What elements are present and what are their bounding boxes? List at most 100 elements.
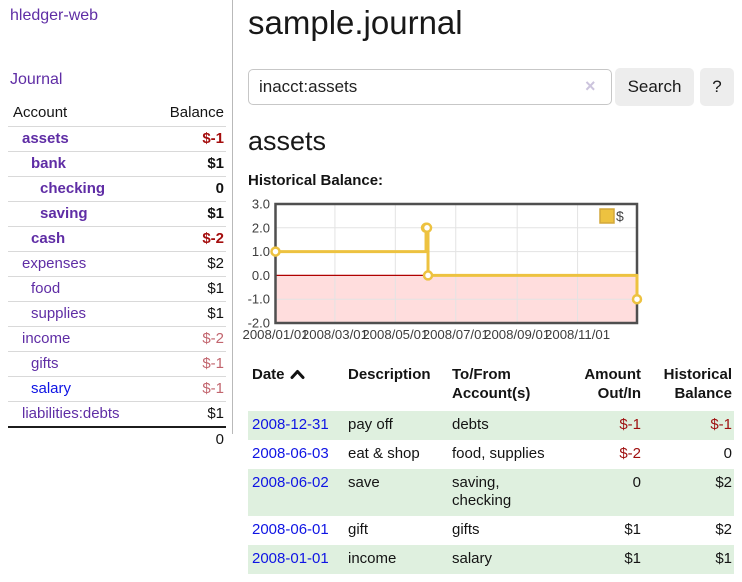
svg-text:2008/07/01: 2008/07/01	[423, 327, 489, 342]
account-balance: $-2	[202, 230, 224, 247]
transaction-row: 2008-01-01 income salary $1 $1	[248, 545, 734, 574]
transaction-accounts: saving, checking	[452, 474, 512, 509]
svg-text:3.0: 3.0	[252, 197, 270, 212]
register-col-date[interactable]: Date	[248, 362, 344, 411]
search-help-button[interactable]: ?	[700, 68, 734, 106]
account-link[interactable]: bank	[31, 155, 67, 172]
transaction-amount: $-1	[619, 416, 641, 433]
page-title: sample.journal	[248, 4, 463, 41]
transaction-accounts: debts	[452, 416, 489, 433]
svg-text:0.0: 0.0	[252, 268, 270, 283]
account-balance: $1	[207, 305, 224, 322]
transaction-accounts: gifts	[452, 521, 480, 538]
transaction-accounts: salary	[452, 550, 493, 567]
account-row: liabilities:debts $1	[8, 401, 226, 428]
account-row: salary $-1	[8, 376, 226, 402]
account-link[interactable]: salary	[31, 380, 72, 397]
account-row: checking 0	[8, 176, 226, 202]
svg-text:2.0: 2.0	[252, 220, 270, 235]
accounts-col-account: Account	[13, 104, 68, 121]
account-link[interactable]: expenses	[22, 255, 87, 272]
account-row: bank $1	[8, 151, 226, 177]
account-balance: $-2	[202, 330, 224, 347]
transaction-balance: $2	[715, 521, 732, 538]
account-balance: $-1	[202, 130, 224, 147]
transaction-row: 2008-06-03 eat & shop food, supplies $-2…	[248, 440, 734, 469]
register-header-row: Date Description To/From Account(s) Amou…	[248, 362, 734, 411]
svg-text:$: $	[616, 208, 624, 224]
historical-balance-chart: $3.0 2.0 1.0 0.0 -1.0 -2.02008/01/012008/03/0…	[242, 197, 643, 342]
transaction-description: gift	[348, 521, 369, 538]
transaction-date-link[interactable]: 2008-06-03	[252, 445, 329, 462]
account-balance: $1	[207, 155, 224, 172]
sidebar-item-journal[interactable]: Journal	[10, 71, 63, 88]
app-home-link[interactable]: hledger-web	[10, 7, 99, 24]
account-balance: $2	[207, 255, 224, 272]
transaction-description: save	[348, 474, 380, 491]
transaction-balance: $-1	[710, 416, 732, 433]
account-link[interactable]: saving	[40, 205, 88, 222]
sort-ascending-icon	[290, 370, 305, 379]
register-col-accounts: To/From Account(s)	[452, 366, 531, 402]
svg-text:-1.0: -1.0	[248, 292, 270, 307]
transaction-balance: 0	[723, 445, 732, 462]
search-button[interactable]: Search	[615, 68, 694, 106]
account-row: expenses $2	[8, 251, 226, 277]
account-link[interactable]: income	[22, 330, 71, 347]
account-link[interactable]: gifts	[31, 355, 59, 372]
transaction-date-link[interactable]: 2008-06-01	[252, 521, 329, 538]
accounts-col-balance: Balance	[169, 104, 224, 121]
account-row: gifts $-1	[8, 351, 226, 377]
transaction-row: 2008-12-31 pay off debts $-1 $-1	[248, 411, 734, 440]
svg-text:2008/01/01: 2008/01/01	[242, 327, 308, 342]
accounts-total-value: 0	[215, 431, 224, 448]
search-input[interactable]	[248, 69, 612, 105]
account-balance: 0	[215, 180, 224, 197]
accounts-total-row: 0	[8, 427, 226, 452]
app-title: hledger-web	[10, 7, 98, 25]
account-link[interactable]: supplies	[31, 305, 87, 322]
account-link[interactable]: liabilities:debts	[22, 405, 120, 422]
accounts-table: Account Balance assets $-1 bank $1 check…	[8, 101, 226, 452]
account-balance: $1	[207, 405, 224, 422]
account-link[interactable]: assets	[22, 130, 69, 147]
transaction-amount: $-2	[619, 445, 641, 462]
transaction-description: pay off	[348, 416, 393, 433]
clear-search-icon[interactable]: ×	[585, 76, 596, 96]
transaction-balance: $1	[715, 550, 732, 567]
account-link[interactable]: cash	[31, 230, 66, 247]
account-link[interactable]: food	[31, 280, 61, 297]
register-col-description: Description	[348, 366, 431, 383]
account-link[interactable]: checking	[40, 180, 106, 197]
transaction-amount: $1	[624, 521, 641, 538]
transaction-amount: 0	[632, 474, 641, 491]
account-row: cash $-2	[8, 226, 226, 252]
register-col-balance: Historical Balance	[663, 366, 732, 402]
sidebar-nav: Journal	[10, 71, 62, 89]
account-row: assets $-1	[8, 126, 226, 152]
svg-text:2008/09/01: 2008/09/01	[484, 327, 550, 342]
svg-text:2008/11/01: 2008/11/01	[545, 327, 610, 342]
accounts-header-row: Account Balance	[8, 101, 226, 127]
svg-text:1.0: 1.0	[252, 244, 270, 259]
register-body: 2008-12-31 pay off debts $-1 $-1 2008-06…	[248, 411, 734, 574]
chart-title: Historical Balance:	[248, 172, 384, 189]
account-row: food $1	[8, 276, 226, 302]
transaction-date-link[interactable]: 2008-01-01	[252, 550, 329, 567]
main-content: sample.journal × Search ? assets Histori…	[242, 0, 742, 582]
account-section-title: assets	[248, 126, 327, 156]
account-balance: $-1	[202, 380, 224, 397]
account-row: income $-2	[8, 326, 226, 352]
transaction-date-link[interactable]: 2008-12-31	[252, 416, 329, 433]
sidebar: hledger-web Journal Account Balance asse…	[0, 0, 233, 448]
transaction-accounts: food, supplies	[452, 445, 545, 462]
transaction-amount: $1	[624, 550, 641, 567]
transaction-row: 2008-06-01 gift gifts $1 $2	[248, 516, 734, 545]
account-balance: $-1	[202, 355, 224, 372]
account-row: saving $1	[8, 201, 226, 227]
transaction-date-link[interactable]: 2008-06-02	[252, 474, 329, 491]
accounts-body: assets $-1 bank $1 checking 0 saving $1	[8, 126, 226, 428]
transaction-row: 2008-06-02 save saving, checking 0 $2	[248, 469, 734, 516]
account-balance: $1	[207, 280, 224, 297]
